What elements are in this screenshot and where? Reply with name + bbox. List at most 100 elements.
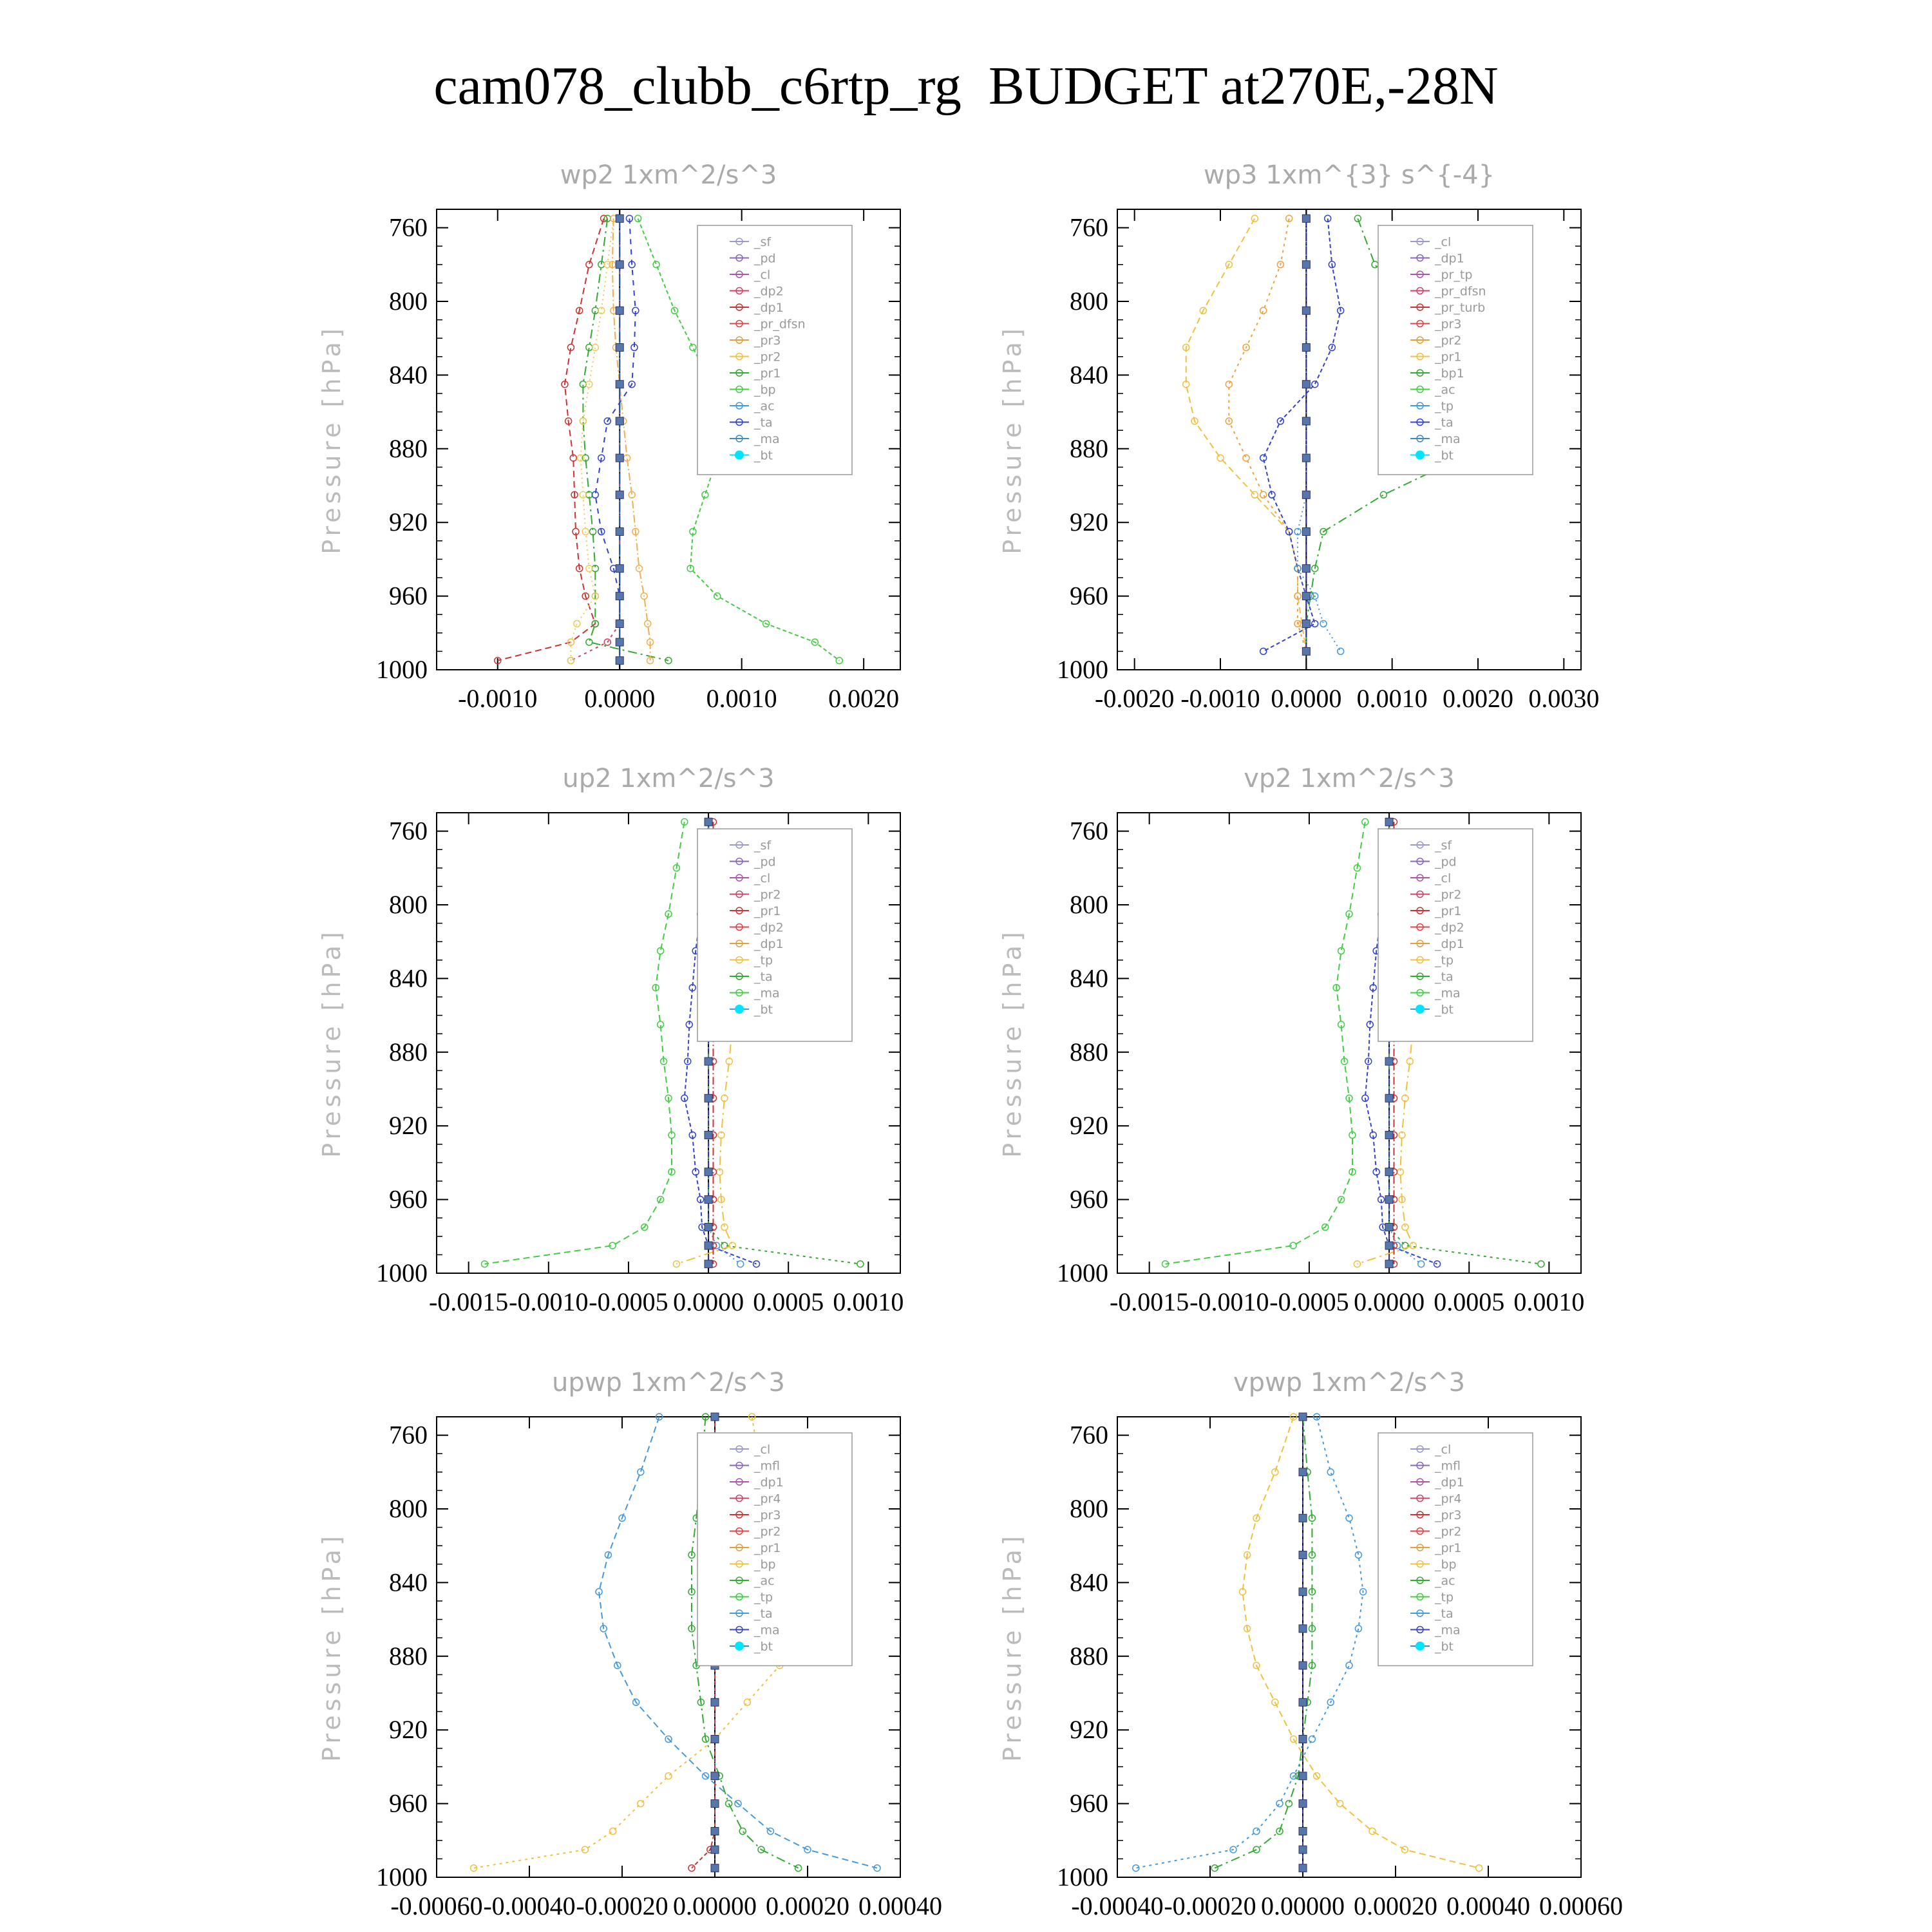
legend-marker bbox=[1416, 1593, 1424, 1601]
series-dp1 bbox=[1161, 818, 1369, 1268]
y-tick-label: 1000 bbox=[1057, 1862, 1108, 1891]
data-point bbox=[1259, 491, 1267, 499]
legend-marker bbox=[735, 336, 743, 344]
legend-marker bbox=[735, 270, 743, 278]
chart-panel-6: vpwp 1xm^2/s^3 Pressure [hPa] 760 800 840 880… bbox=[998, 1368, 1623, 1920]
data-point bbox=[1268, 491, 1276, 499]
data-point bbox=[1294, 592, 1302, 600]
y-tick-label: 880 bbox=[1070, 434, 1108, 463]
data-point bbox=[646, 656, 654, 665]
data-point bbox=[1302, 592, 1311, 601]
series-pr1 bbox=[1238, 1413, 1483, 1872]
data-point bbox=[1328, 261, 1336, 269]
legend-label: _ta bbox=[753, 1607, 773, 1621]
data-point bbox=[582, 592, 589, 600]
data-point bbox=[1398, 1195, 1406, 1204]
data-point bbox=[1312, 1413, 1321, 1421]
y-tick-label: 880 bbox=[389, 434, 428, 463]
data-point bbox=[668, 1131, 676, 1139]
legend-label: _dp2 bbox=[1434, 921, 1464, 935]
data-point bbox=[641, 1223, 649, 1231]
legend-marker bbox=[735, 369, 743, 377]
y-tick-label: 920 bbox=[1070, 1111, 1108, 1140]
legend-marker bbox=[735, 319, 743, 328]
series-line bbox=[582, 218, 669, 661]
data-point bbox=[1345, 1662, 1353, 1669]
legend-marker bbox=[1416, 1560, 1424, 1568]
data-point bbox=[480, 1260, 489, 1268]
data-point bbox=[1379, 491, 1388, 499]
data-point bbox=[1308, 1514, 1316, 1522]
legend-label: _pr1 bbox=[1434, 350, 1461, 365]
data-point bbox=[721, 1094, 728, 1103]
legend-marker bbox=[1416, 1461, 1424, 1470]
data-point bbox=[857, 1260, 864, 1268]
series-bt bbox=[615, 214, 624, 665]
legend-label: _cl bbox=[1434, 235, 1451, 249]
data-point bbox=[704, 1094, 713, 1103]
data-point bbox=[1259, 454, 1267, 462]
data-point bbox=[734, 1799, 742, 1808]
data-point bbox=[710, 1698, 719, 1707]
data-point bbox=[1271, 1698, 1279, 1707]
legend-marker bbox=[1416, 923, 1424, 931]
legend-label: _pr3 bbox=[753, 334, 781, 348]
series-tp bbox=[1294, 214, 1345, 656]
data-point bbox=[655, 1413, 663, 1421]
x-tick-label: 0.0000 bbox=[1354, 1287, 1425, 1316]
data-point bbox=[579, 491, 587, 499]
legend-marker bbox=[735, 1593, 743, 1601]
legend-label: _sf bbox=[1434, 838, 1452, 853]
data-point bbox=[567, 343, 575, 352]
legend-marker bbox=[1416, 890, 1424, 898]
legend-marker bbox=[735, 435, 743, 442]
data-point bbox=[585, 261, 593, 269]
y-tick-label: 800 bbox=[1070, 890, 1108, 919]
series-pr2 bbox=[567, 214, 618, 665]
data-point bbox=[1401, 1223, 1409, 1231]
data-point bbox=[1276, 1799, 1283, 1808]
data-point bbox=[628, 261, 636, 269]
data-point bbox=[794, 1864, 802, 1872]
data-point bbox=[598, 454, 605, 462]
legend-marker bbox=[1416, 1478, 1424, 1486]
data-point bbox=[1385, 1260, 1394, 1269]
legend-marker bbox=[1416, 254, 1424, 262]
x-tick-label: -0.0020 bbox=[1095, 684, 1174, 713]
data-point bbox=[1238, 1587, 1247, 1596]
y-tick-label: 760 bbox=[389, 817, 428, 846]
data-point bbox=[656, 1021, 665, 1028]
legend-marker bbox=[735, 303, 743, 311]
chart-panel-3: up2 1xm^2/s^3 Pressure [hPa] 760 800 840 880 9… bbox=[317, 764, 904, 1316]
data-point bbox=[1289, 1413, 1298, 1421]
series-pr1 bbox=[1182, 214, 1311, 656]
data-point bbox=[615, 306, 624, 315]
data-point bbox=[493, 656, 502, 665]
data-point bbox=[615, 380, 624, 389]
legend-marker bbox=[1416, 972, 1424, 980]
legend-label: _bp bbox=[1434, 1558, 1457, 1572]
legend-label: _bt bbox=[1434, 449, 1454, 463]
data-point bbox=[1225, 417, 1233, 425]
data-point bbox=[1242, 343, 1250, 352]
panel-title: wp3 1xm^{3} s^{-4} bbox=[1204, 160, 1495, 190]
x-tick-label: -0.0015 bbox=[429, 1287, 508, 1316]
x-tick-label: -0.00040 bbox=[483, 1891, 575, 1920]
data-point bbox=[710, 1412, 719, 1421]
data-point bbox=[579, 417, 587, 425]
legend-label: _ma bbox=[753, 1624, 780, 1638]
data-point bbox=[748, 1413, 756, 1421]
data-point bbox=[625, 214, 634, 223]
data-point bbox=[632, 527, 639, 536]
y-tick-label: 760 bbox=[389, 1421, 428, 1450]
x-tick-label: 0.0000 bbox=[673, 1287, 744, 1316]
y-axis-label: Pressure [hPa] bbox=[998, 928, 1027, 1158]
data-point bbox=[1298, 1661, 1307, 1670]
data-point bbox=[1276, 417, 1285, 425]
data-point bbox=[685, 1021, 694, 1028]
data-point bbox=[591, 343, 600, 352]
data-point bbox=[1349, 1131, 1356, 1139]
x-tick-label: -0.00060 bbox=[390, 1891, 482, 1920]
data-point bbox=[704, 1168, 713, 1177]
legend-label: _dp1 bbox=[753, 937, 784, 951]
